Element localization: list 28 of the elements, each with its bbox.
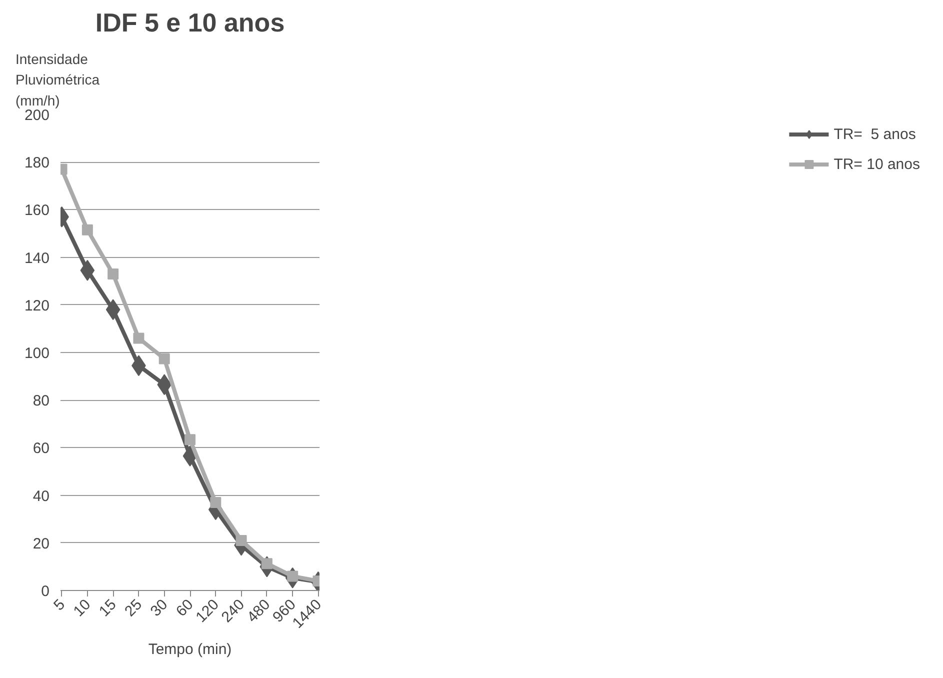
chart-title: IDF 5 e 10 anos xyxy=(95,8,285,38)
point xyxy=(108,268,119,280)
y-tick-label: 160 xyxy=(24,202,50,220)
y-tick-label: 60 xyxy=(32,440,50,458)
x-tick-label: 25 xyxy=(122,596,146,620)
y-tick-label: 20 xyxy=(32,535,50,552)
point xyxy=(236,535,247,546)
y-tick-label: 40 xyxy=(32,488,50,505)
y-tick-label: 140 xyxy=(24,250,50,267)
y-tick-label: 200 xyxy=(24,107,50,124)
legend-label: TR= 10 anos xyxy=(834,156,920,172)
point xyxy=(210,496,222,508)
y-axis-title: Intensidade Pluviométrica (mm/h) xyxy=(16,50,100,108)
point xyxy=(82,224,93,236)
x-tick-label: 10 xyxy=(70,596,94,620)
x-axis-title: Tempo (min) xyxy=(148,640,232,658)
y-tick-label: 100 xyxy=(24,345,50,362)
x-tick-label: 15 xyxy=(96,596,120,620)
point xyxy=(158,353,170,364)
point xyxy=(133,332,144,344)
point xyxy=(184,434,196,446)
legend-label: TR= 5 anos xyxy=(834,126,916,142)
x-tick-label: 30 xyxy=(147,596,172,620)
y-tick-label: 120 xyxy=(24,297,50,314)
y-tick-label: 80 xyxy=(32,392,50,410)
y-tick-label: 0 xyxy=(41,583,50,600)
x-tick-label: 5 xyxy=(50,596,68,614)
y-tick-label: 180 xyxy=(24,154,50,172)
